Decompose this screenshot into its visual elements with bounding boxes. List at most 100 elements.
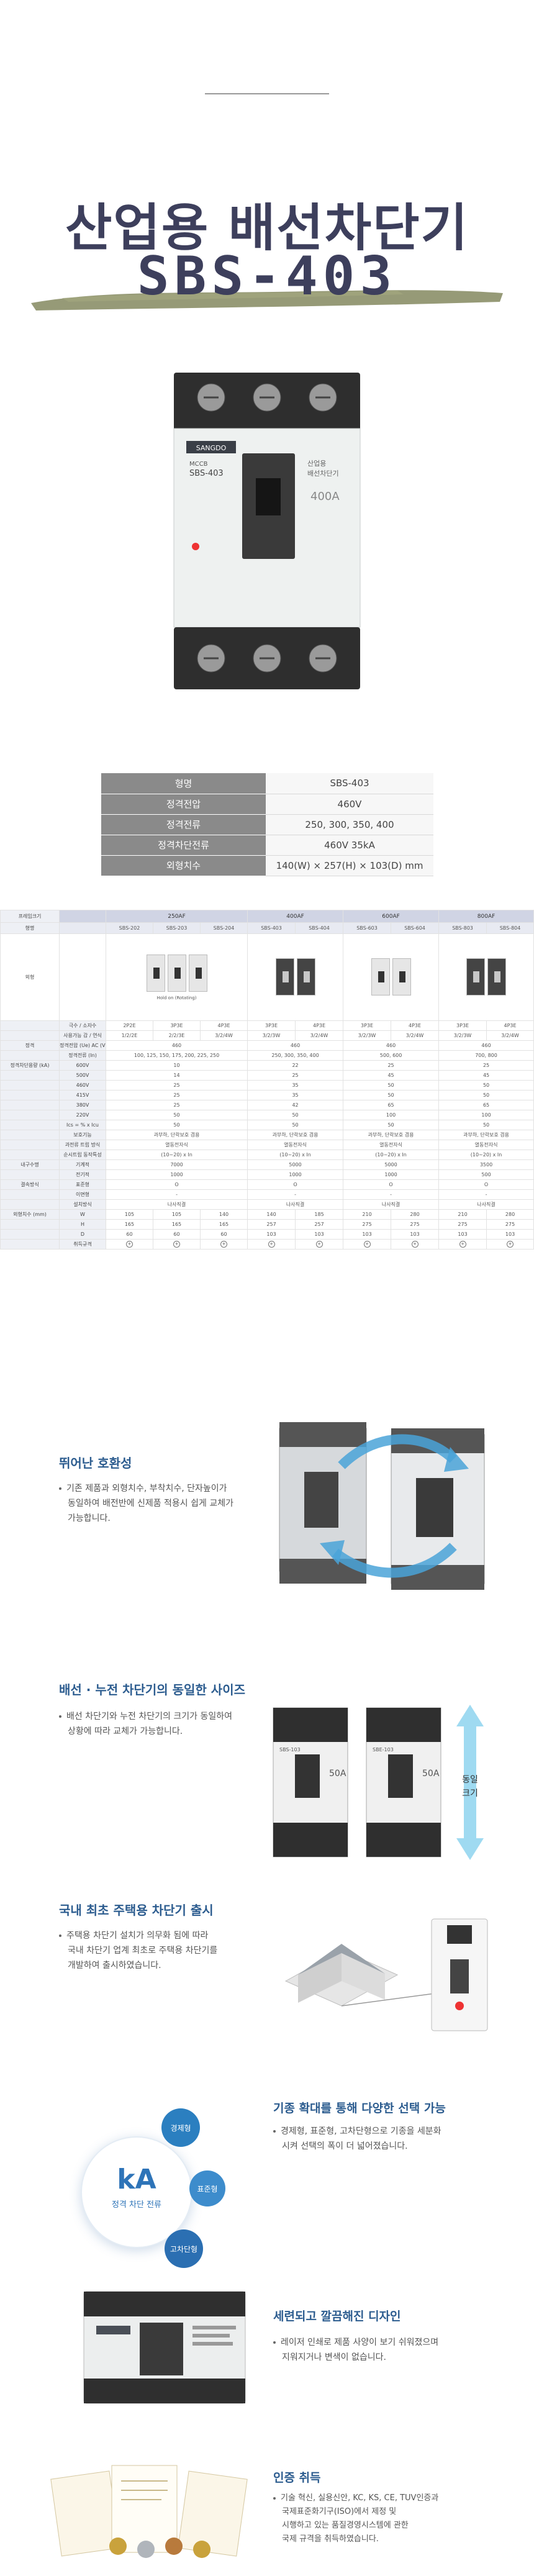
spec-key: 외형치수	[101, 855, 266, 876]
certification-mark-icon: +	[268, 1241, 275, 1248]
cmp-value-cell: 103	[247, 1229, 296, 1240]
cmp-value-cell: 25	[438, 1060, 534, 1071]
spec-row: 정격전류 250, 300, 350, 400	[101, 814, 433, 835]
spec-key: 정격전류	[101, 814, 266, 835]
certificates-illustration	[50, 2465, 248, 2558]
cmp-value-cell: 열동전자식	[343, 1140, 440, 1150]
cmp-label-cell: 극수 / 소자수	[59, 1020, 106, 1031]
cmp-value-cell: -	[438, 1189, 534, 1200]
spec-value: 250, 300, 350, 400	[266, 814, 433, 835]
feature-3-title: 국내 최초 주택용 차단기 출시	[59, 1903, 214, 1918]
cmp-group-cell	[0, 1080, 60, 1091]
cmp-value-cell: 2P2E	[106, 1020, 153, 1031]
cmp-group-cell	[0, 1130, 60, 1140]
cmp-value-cell: 4P3E	[199, 1020, 248, 1031]
cmp-value-cell: 165	[153, 1219, 201, 1230]
cmp-value-cell: -	[247, 1189, 344, 1200]
cmp-data-row: 정격전류 (In) 100, 125, 150, 175, 200, 225, 2…	[0, 1050, 534, 1061]
spec-row: 정격전압 460V	[101, 794, 433, 815]
cmp-value-cell: 7000	[105, 1159, 248, 1170]
comparison-table: 프레임크기 250AF 400AF 600AF 800AF 형명 SBS-202 SBS-20…	[0, 910, 534, 1249]
cmp-group-cell	[0, 1169, 60, 1180]
cmp-group-cell: 정격차단용량 (kA)	[0, 1060, 60, 1071]
feature-line: 국제표준화기구(ISO)에서 제정 및	[282, 2507, 397, 2516]
cmp-value-cell: 4P3E	[486, 1020, 534, 1031]
bubble-sub-text: 정격 차단 전류	[111, 2200, 162, 2210]
cmp-value-cell: +	[153, 1239, 201, 1249]
cmp-value-cell: 275	[438, 1219, 487, 1230]
cmp-group-cell	[0, 1229, 60, 1240]
cmp-value-cell: 나사직결	[105, 1199, 248, 1210]
breaker-thumb-icon	[466, 958, 486, 995]
cmp-value-cell: 50	[105, 1110, 248, 1120]
certification-mark-icon: +	[126, 1241, 133, 1248]
cmp-model-cell: SBS-404	[295, 922, 344, 934]
cmp-value-cell: 45	[343, 1070, 440, 1081]
cmp-data-row: 보호기능 과부하, 단락보호 겸용 과부하, 단락보호 겸용 과부하, 단락보호 겸용…	[0, 1130, 534, 1140]
feature-3-text: 주택용 차단기 설치가 의무화 됨에 따라 국내 차단기 업계 최초로 주택용 차…	[59, 1928, 270, 1973]
cmp-label-cell: 220V	[59, 1110, 106, 1120]
cmp-label-cell: 460V	[59, 1080, 106, 1091]
cmp-data-row: 극수 / 소자수 2P2E 3P3E 4P3E 3P3E 4P3E 3P3E 4P3E 3P3E…	[0, 1020, 534, 1031]
cmp-image-cell	[343, 933, 440, 1021]
cmp-value-cell: 60	[153, 1229, 201, 1240]
cmp-value-cell: O	[105, 1179, 248, 1190]
cmp-label-cell: 과전류 트립 방식	[59, 1140, 106, 1150]
certification-mark-icon: +	[507, 1241, 514, 1248]
feature-line: 배선 차단기와 누전 차단기의 크기가 동일하여	[66, 1712, 232, 1721]
cmp-value-cell: 14	[105, 1070, 248, 1081]
cmp-value-cell: 3/2/4W	[199, 1030, 248, 1041]
cmp-data-row: 220V 50 50 100 100	[0, 1110, 534, 1120]
top-rule	[205, 93, 329, 94]
cmp-data-row: 취득규격 + + + + + + + + +	[0, 1239, 534, 1249]
cmp-value-cell: 60	[106, 1229, 153, 1240]
bubble-economy: 경제형	[161, 2108, 200, 2147]
cmp-value-cell: 185	[295, 1209, 344, 1220]
cmp-value-cell: 3P3E	[438, 1020, 487, 1031]
feature-line: 시켜 선택의 폭이 더 넓어졌습니다.	[282, 2141, 408, 2151]
feature-line: 기술 혁신, 실용신안, KC, KS, CE, TUV인증과	[281, 2493, 439, 2503]
cmp-value-cell: 50	[438, 1090, 534, 1100]
cmp-value-cell: 2/2/3E	[153, 1030, 201, 1041]
cmp-header-cell	[59, 922, 106, 934]
cmp-data-row: Ics = % x Icu 50 50 50 50	[0, 1120, 534, 1130]
svg-text:산업용: 산업용	[307, 460, 326, 468]
cmp-value-cell: 65	[438, 1100, 534, 1110]
spec-row: 정격차단전류 460V 35kA	[101, 835, 433, 856]
cmp-label-cell: 취득규격	[59, 1239, 106, 1249]
product-image: SANGDO MCCB SBS-403 산업용 배선차단기 400A	[173, 373, 361, 689]
feature-bullet: 배선 차단기와 누전 차단기의 크기가 동일하여 상황에 따라 교체가 가능합니다…	[59, 1709, 283, 1739]
breaker-thumb-icon	[275, 958, 294, 995]
rated-breaking-current-bubble: kA 정격 차단 전류	[81, 2136, 192, 2248]
cmp-data-row: 순시트립 동작특성 (10~20) x In (10~20) x In (10~20)…	[0, 1150, 534, 1160]
bubble-standard: 표준형	[189, 2170, 225, 2206]
device-b-rating: 50A	[422, 1769, 440, 1779]
cmp-data-row: 이면형 - - - -	[0, 1189, 534, 1200]
cmp-label-cell: 정격전압 (Ue) AC (V)	[59, 1040, 106, 1051]
brush-stroke	[31, 290, 503, 311]
cmp-frame-cell: 800AF	[438, 910, 534, 923]
certification-mark-icon: +	[315, 1241, 323, 1248]
bubble-ka-text: kA	[117, 2164, 156, 2195]
cmp-image-caption: Hold on (Rotating)	[156, 995, 197, 1000]
breaker-thumb-icon	[167, 954, 186, 992]
cmp-value-cell: 과부하, 단락보호 겸용	[247, 1130, 344, 1140]
cmp-label-cell: Ics = % x Icu	[59, 1120, 106, 1130]
cmp-value-cell: 100	[343, 1110, 440, 1120]
cmp-value-cell: 280	[486, 1209, 534, 1220]
breaker-thumb-icon	[146, 954, 165, 992]
bullet-dot-icon	[59, 1934, 61, 1937]
certification-mark-icon: +	[220, 1241, 228, 1248]
cmp-value-cell: 103	[438, 1229, 487, 1240]
cmp-value-cell: +	[486, 1239, 534, 1249]
cmp-group-cell	[0, 1239, 60, 1249]
cmp-data-row: H 165 165 165 257 257 275 275 275 275	[0, 1219, 534, 1230]
cmp-value-cell: 500, 600	[343, 1050, 440, 1061]
cmp-value-cell: 45	[438, 1070, 534, 1081]
cmp-value-cell: -	[105, 1189, 248, 1200]
cmp-value-cell: 5000	[247, 1159, 344, 1170]
feature-2-text: 배선 차단기와 누전 차단기의 크기가 동일하여 상황에 따라 교체가 가능합니다…	[59, 1709, 283, 1739]
cmp-value-cell: 25	[105, 1100, 248, 1110]
cmp-label-cell: 기계적	[59, 1159, 106, 1170]
cmp-value-cell: 4P3E	[295, 1020, 344, 1031]
